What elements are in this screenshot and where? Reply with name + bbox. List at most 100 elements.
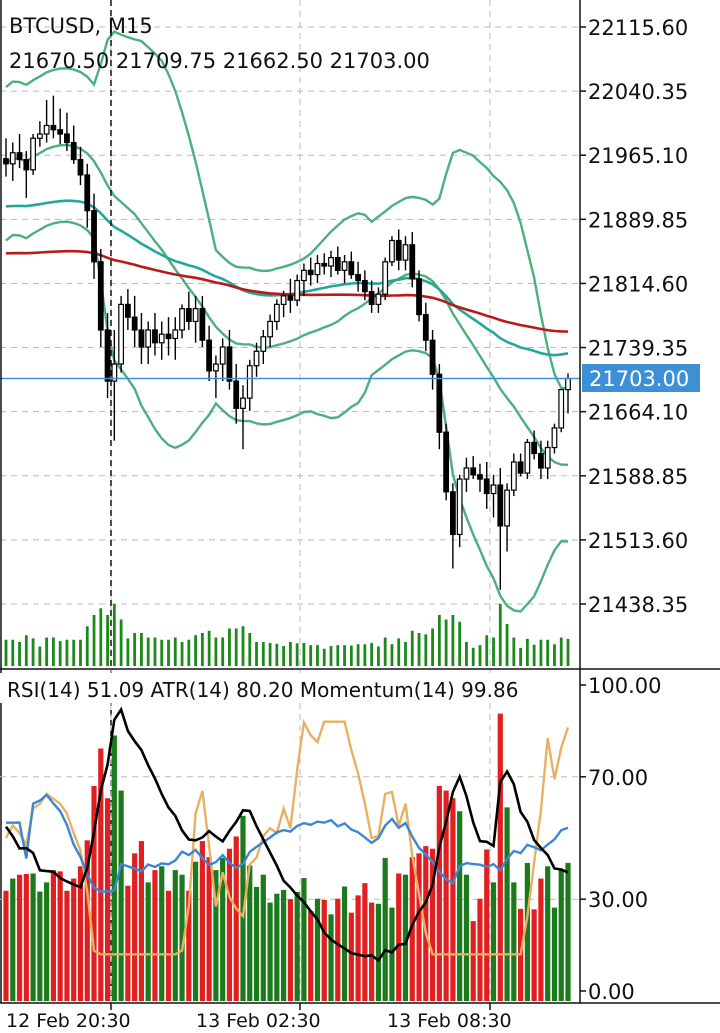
price-tick-label: 21965.10 <box>588 144 688 168</box>
candle <box>355 261 361 292</box>
histogram-bar <box>91 785 97 1001</box>
candle <box>395 229 402 271</box>
volume-bar <box>288 642 292 666</box>
histogram-bar <box>490 882 497 1001</box>
time-axis[interactable]: 12 Feb 20:30 13 Feb 02:30 13 Feb 08:30 <box>6 1003 512 1032</box>
histogram-bar <box>328 914 334 1001</box>
histogram-bar <box>565 862 571 1001</box>
indicator-tick-label: 70.00 <box>588 766 648 790</box>
candle <box>206 325 213 382</box>
volume-bar <box>553 644 556 666</box>
volume-bar <box>4 639 8 666</box>
histogram-bar <box>104 798 111 1001</box>
candle <box>172 317 179 360</box>
indicator-tick-label: 0.00 <box>588 980 635 1004</box>
histogram-bar <box>226 848 233 1001</box>
histogram-bar <box>84 840 90 1001</box>
candle <box>179 304 185 339</box>
bollinger-upper-line <box>5 30 569 390</box>
histogram-bar <box>321 899 327 1001</box>
histogram-bar <box>44 882 50 1001</box>
histogram-bar <box>382 857 388 1001</box>
candle <box>23 151 30 198</box>
candle <box>470 456 477 480</box>
volume-bar <box>512 637 516 666</box>
volume-bar <box>322 648 326 666</box>
volume-bar <box>58 641 62 666</box>
volume-bar <box>11 639 15 666</box>
histogram-bar <box>375 903 382 1001</box>
candle <box>348 251 355 279</box>
candlestick-series <box>3 95 571 590</box>
histogram-bar <box>220 857 226 1001</box>
candle <box>152 312 158 356</box>
candle <box>77 146 84 186</box>
volume-bar <box>546 639 550 666</box>
histogram-bar <box>470 921 476 1001</box>
histogram-bar <box>301 878 307 1001</box>
volume-bar <box>525 638 529 666</box>
candle <box>97 249 104 348</box>
momentum-line <box>4 718 570 956</box>
candle <box>551 423 558 454</box>
histogram-bar <box>3 890 9 1001</box>
candle <box>260 329 267 365</box>
volume-bar <box>302 642 306 666</box>
candle <box>531 430 538 460</box>
volume-bar <box>390 644 394 666</box>
volume-bar <box>112 604 116 666</box>
candle <box>368 280 375 313</box>
histogram-bar <box>314 898 321 1001</box>
volume-bar <box>404 642 407 666</box>
candle <box>30 134 36 175</box>
histogram-bar <box>423 846 429 1001</box>
volume-bar <box>539 639 543 666</box>
histogram-bar <box>355 895 361 1001</box>
volume-bar <box>492 637 495 666</box>
volume-bar <box>79 639 82 666</box>
indicator-panel[interactable] <box>0 670 580 1002</box>
volume-bar <box>228 628 231 666</box>
volume-bar <box>505 624 509 666</box>
indicator-axis[interactable]: 100.00 70.00 30.00 0.00 <box>580 674 661 1004</box>
volume-bar <box>356 644 360 666</box>
volume-bar <box>485 635 489 666</box>
histogram-bar <box>531 909 537 1001</box>
histogram-bar <box>253 886 260 1001</box>
histogram-bar <box>551 907 558 1001</box>
histogram-bar <box>152 870 158 1001</box>
price-tick-label: 21664.10 <box>588 401 688 425</box>
candle <box>145 321 152 365</box>
candle <box>490 474 497 518</box>
price-axis[interactable]: 22115.60 22040.35 21965.10 21889.85 21814.60… <box>580 16 688 617</box>
histogram-bar <box>179 874 185 1001</box>
indicator-header: RSI(14) 51.09 ATR(14) 80.20 Momentum(14)… <box>7 678 518 702</box>
price-tick-label: 22115.60 <box>588 16 688 40</box>
indicator-tick-label: 100.00 <box>588 674 661 698</box>
bollinger-middle-line <box>5 143 569 466</box>
candle <box>16 134 23 169</box>
candle <box>524 439 531 480</box>
volume-bar <box>519 647 523 666</box>
volume-bar <box>119 619 123 666</box>
volume-bar <box>295 643 299 666</box>
candle <box>43 99 50 143</box>
volume-bar <box>275 643 279 666</box>
volume-bar <box>194 635 197 666</box>
candle <box>253 342 260 377</box>
volume-bar <box>410 630 414 666</box>
main-price-panel[interactable] <box>0 0 580 668</box>
candle <box>36 121 43 147</box>
indicator-tick-label: 30.00 <box>588 888 648 912</box>
volume-bar <box>268 642 272 666</box>
volume-bar <box>248 633 252 666</box>
volume-bar <box>431 628 434 666</box>
candle <box>192 295 199 343</box>
candle <box>233 364 240 424</box>
histogram-bar <box>64 890 70 1001</box>
candle <box>50 95 57 139</box>
volume-bar <box>221 637 225 666</box>
candle <box>267 314 273 348</box>
histogram-bar <box>206 857 212 1001</box>
